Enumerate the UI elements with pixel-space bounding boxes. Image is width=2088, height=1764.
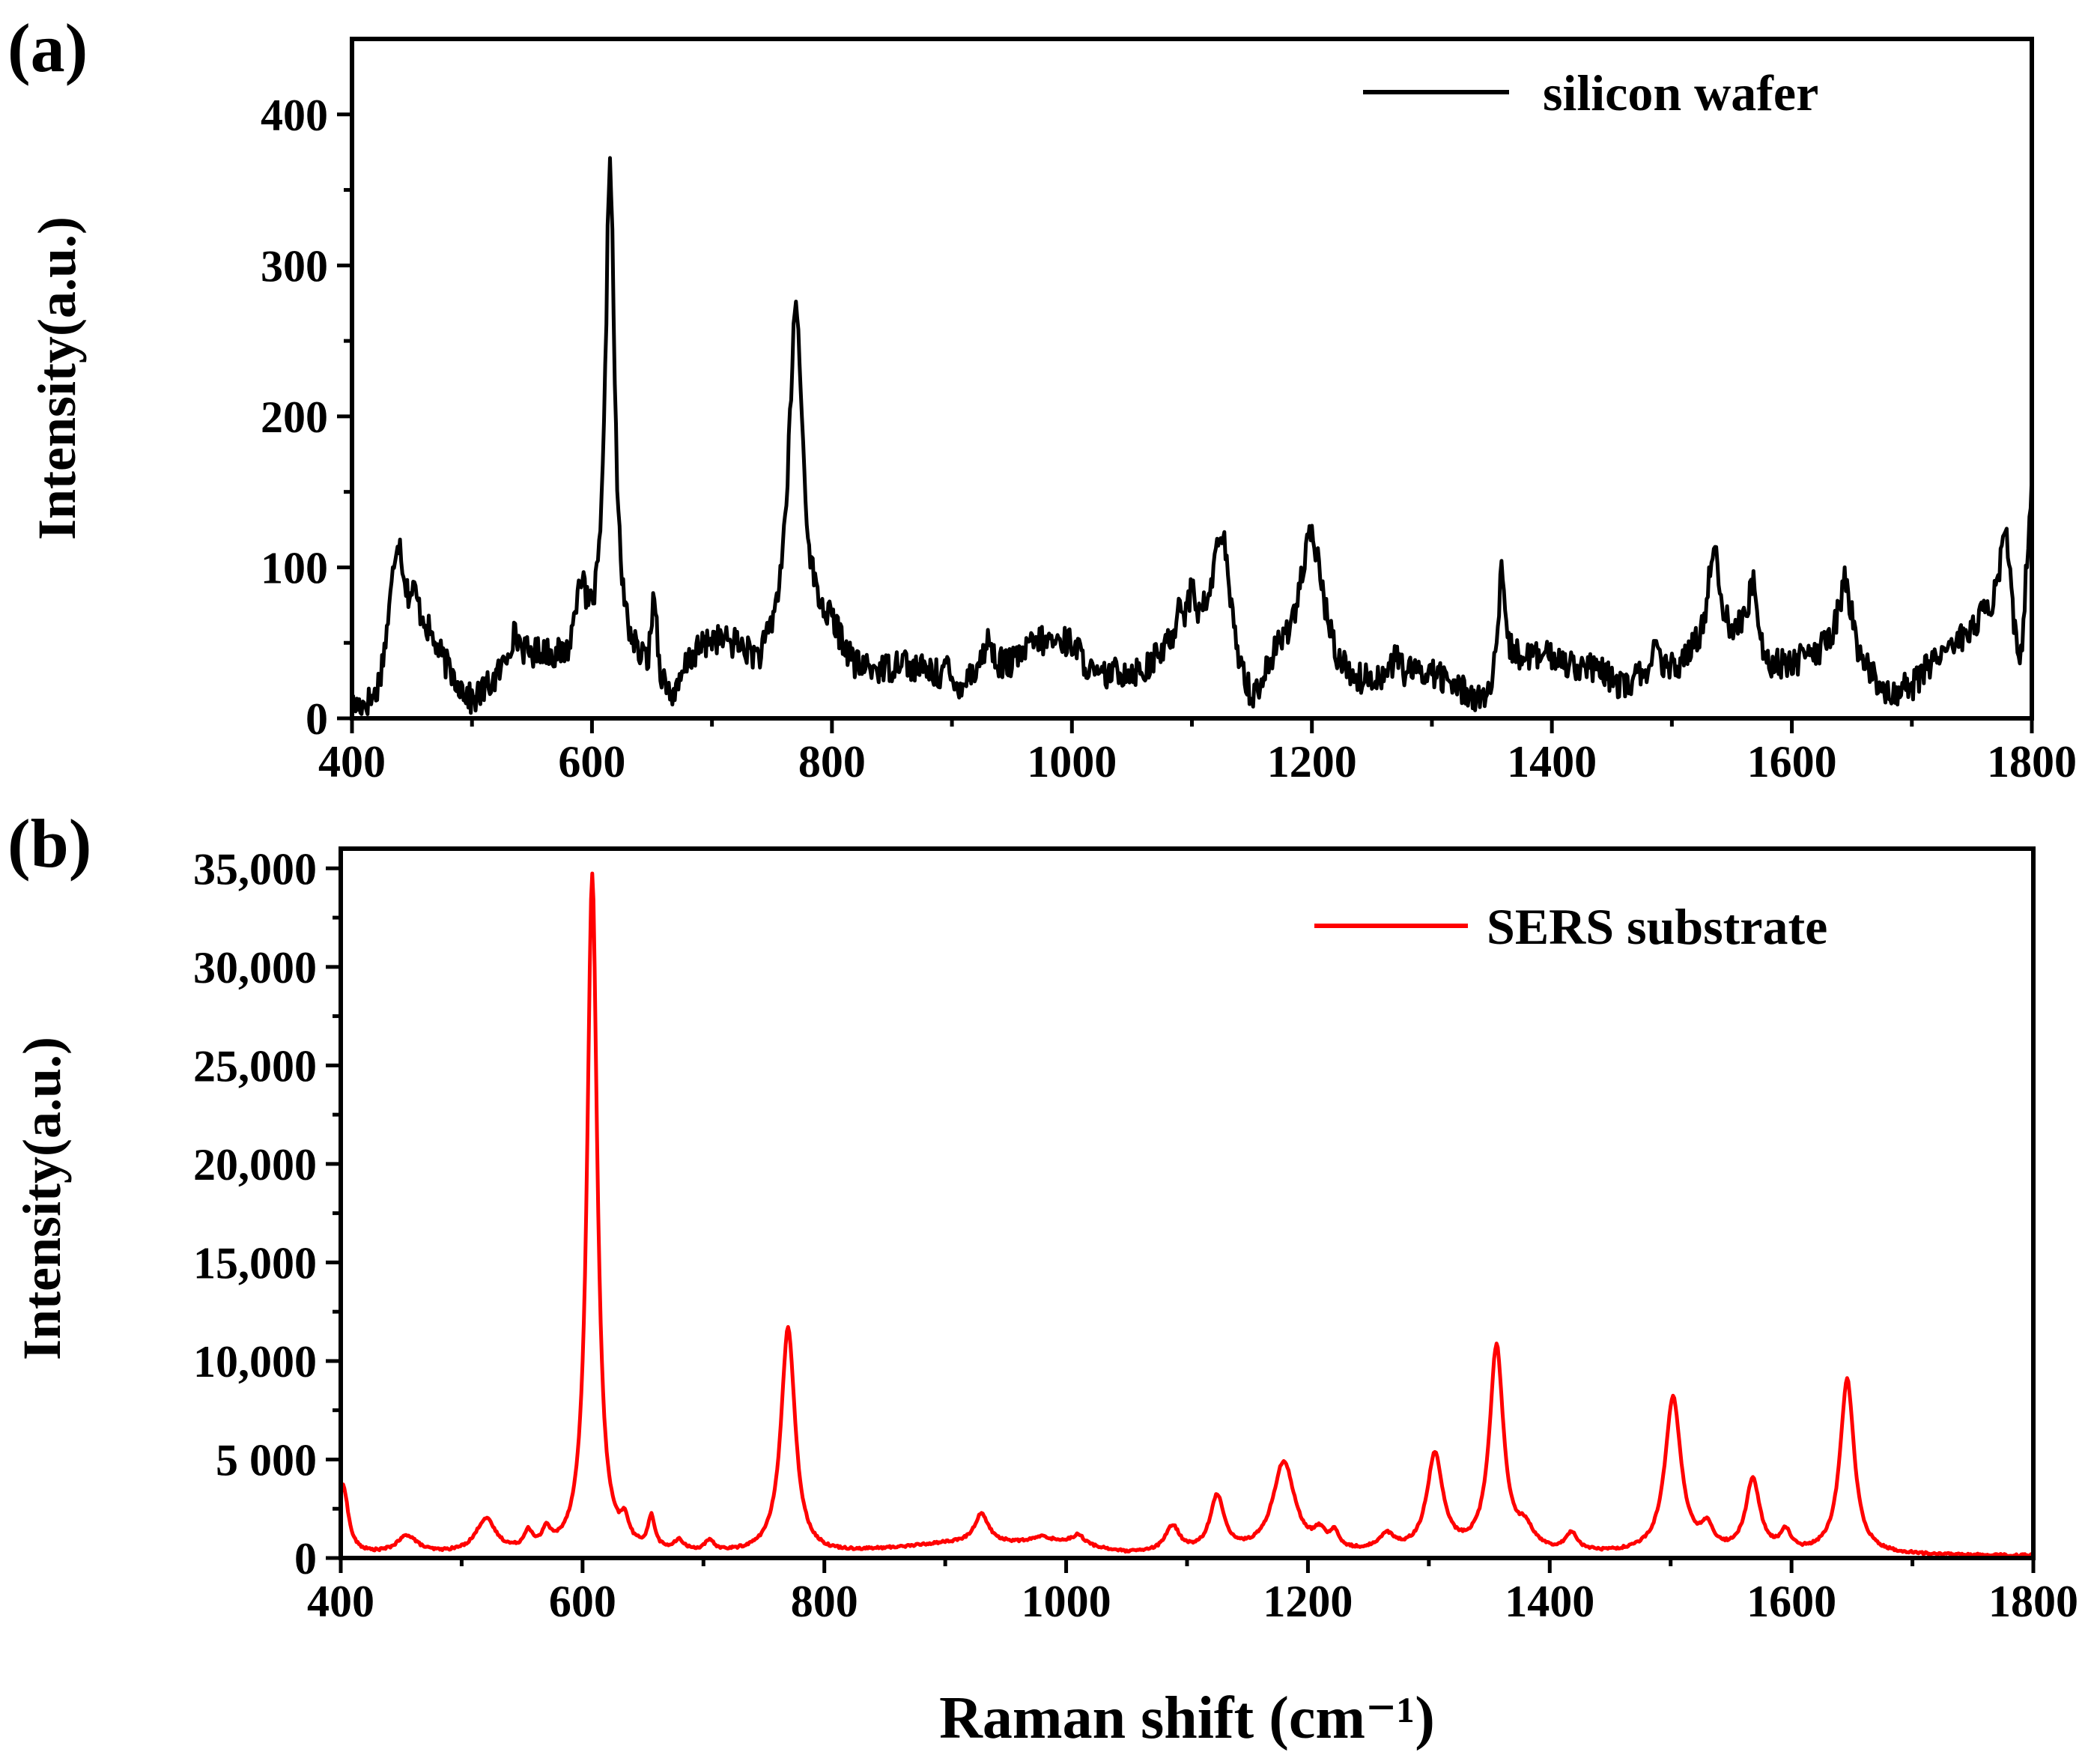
x-tick-label-1000: 1000 <box>1022 1577 1111 1626</box>
y-tick-label-35000: 35,000 <box>193 844 317 894</box>
x-tick-label-400: 400 <box>307 1577 374 1626</box>
panel-b-series-line <box>339 871 2034 1558</box>
y-tick-label-0: 0 <box>294 1534 317 1583</box>
panel-a: (a) 400 600 800 1000 1200 1400 1600 1800 0 100 200… <box>7 10 2077 786</box>
y-tick-label-300: 300 <box>261 241 328 291</box>
panel-a-label: (a) <box>7 10 88 86</box>
panel-a-legend-label: silicon wafer <box>1543 64 1818 121</box>
panel-a-y-axis-label: Intensity(a.u.) <box>27 216 87 540</box>
y-tick-label-5000: 5 000 <box>216 1435 317 1485</box>
x-tick-label-1400: 1400 <box>1507 737 1597 786</box>
panel-b-tick-labels: 400 600 800 1000 1200 1400 1600 1800 0 5 000 10,00… <box>193 844 2078 1626</box>
panel-a-series-line <box>350 156 2034 716</box>
x-tick-label-800: 800 <box>791 1577 858 1626</box>
x-tick-label-400: 400 <box>318 737 386 786</box>
panel-b-legend: SERS substrate <box>1314 898 1827 955</box>
panel-a-legend: silicon wafer <box>1363 64 1818 121</box>
x-tick-label-1000: 1000 <box>1027 737 1117 786</box>
y-tick-label-15000: 15,000 <box>193 1238 317 1288</box>
y-tick-label-20000: 20,000 <box>193 1140 317 1189</box>
y-tick-label-10000: 10,000 <box>193 1337 317 1386</box>
panel-a-frame <box>350 37 2034 721</box>
panel-b: (b) 400 600 800 1000 1200 1400 1600 1800 0 5 000 1… <box>7 805 2078 1751</box>
x-tick-label-1800: 1800 <box>1988 1577 2078 1626</box>
x-tick-label-600: 600 <box>549 1577 616 1626</box>
y-tick-label-30000: 30,000 <box>193 943 317 992</box>
x-tick-label-600: 600 <box>558 737 625 786</box>
y-tick-label-0: 0 <box>306 694 328 744</box>
panel-b-y-axis-label: Intensity(a.u.) <box>12 1037 72 1360</box>
x-tick-label-1600: 1600 <box>1746 1577 1836 1626</box>
panel-b-x-axis-label: Raman shift (cm⁻¹) <box>939 1685 1435 1751</box>
panel-b-ticks <box>326 866 2036 1573</box>
x-tick-label-1200: 1200 <box>1263 1577 1353 1626</box>
x-tick-label-1800: 1800 <box>1987 737 2077 786</box>
y-tick-label-100: 100 <box>261 543 328 592</box>
x-tick-label-800: 800 <box>798 737 866 786</box>
y-tick-label-400: 400 <box>261 91 328 140</box>
panel-a-tick-labels: 400 600 800 1000 1200 1400 1600 1800 0 100 200 300 4… <box>261 91 2077 786</box>
y-tick-label-25000: 25,000 <box>193 1041 317 1091</box>
x-tick-label-1600: 1600 <box>1747 737 1837 786</box>
panel-b-frame <box>339 846 2036 1560</box>
x-tick-label-1400: 1400 <box>1505 1577 1594 1626</box>
y-tick-label-200: 200 <box>261 392 328 442</box>
panel-b-legend-label: SERS substrate <box>1487 898 1827 955</box>
panel-a-ticks <box>337 112 2034 733</box>
panel-b-label: (b) <box>7 805 91 882</box>
x-tick-label-1200: 1200 <box>1267 737 1357 786</box>
